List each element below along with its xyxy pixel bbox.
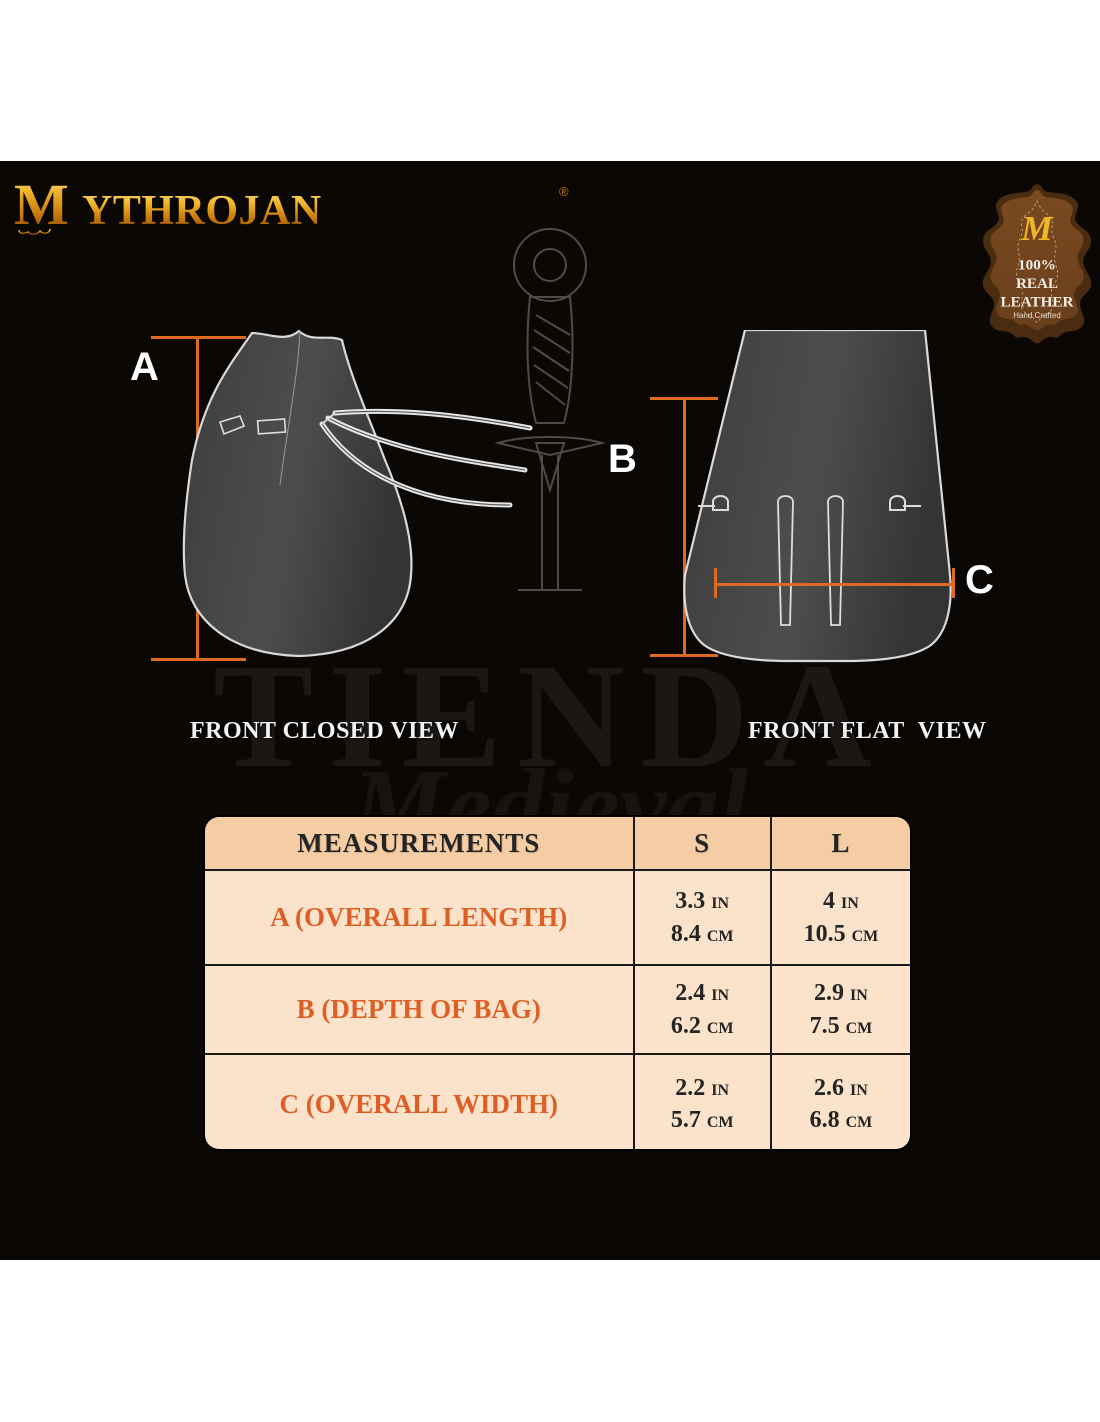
svg-text:Hand Crafted: Hand Crafted xyxy=(1013,311,1061,320)
svg-text:LEATHER: LEATHER xyxy=(1001,293,1075,310)
svg-text:M: M xyxy=(14,176,69,237)
svg-text:100%: 100% xyxy=(1018,256,1056,273)
svg-text:M: M xyxy=(1020,208,1054,248)
svg-text:REAL: REAL xyxy=(1016,275,1058,292)
